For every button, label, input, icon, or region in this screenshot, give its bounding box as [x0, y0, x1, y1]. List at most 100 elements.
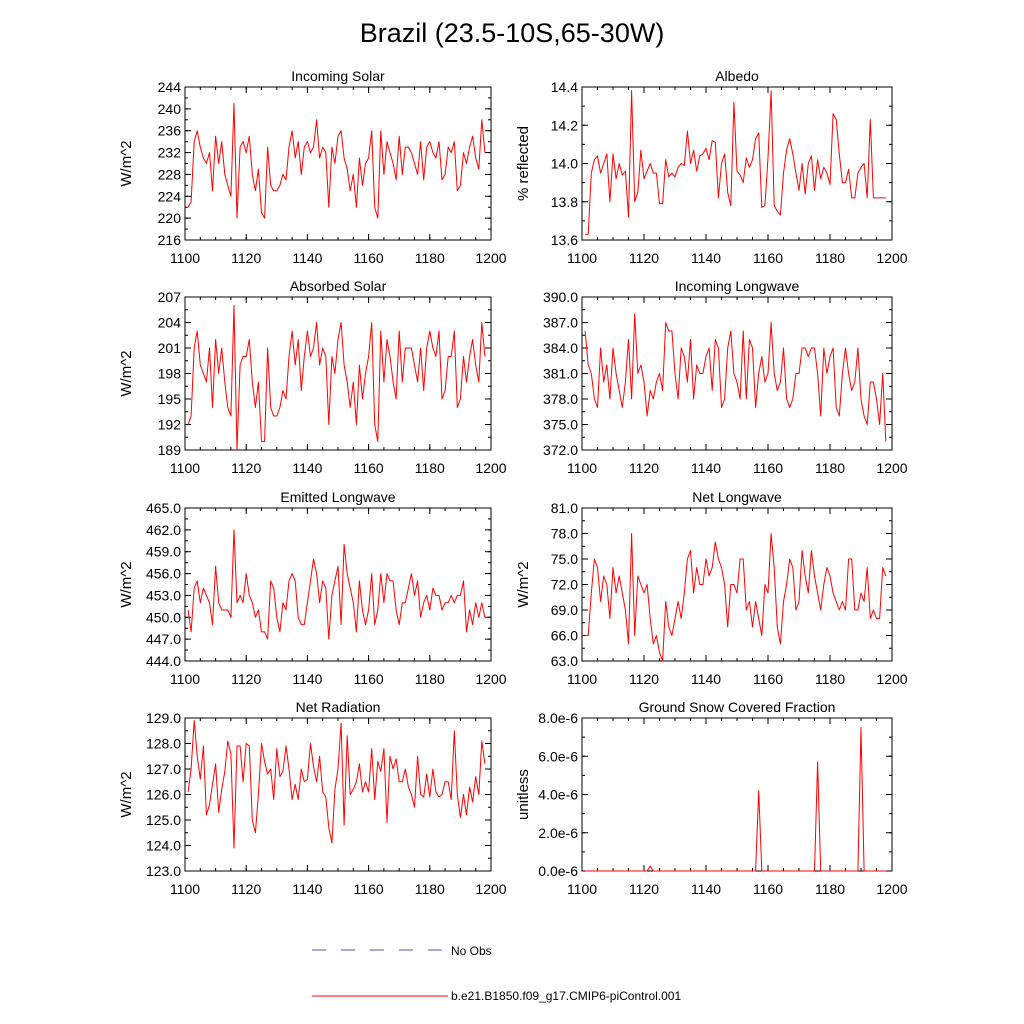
x-tick-label: 1180	[815, 250, 845, 266]
y-tick-label: 13.8	[551, 194, 578, 210]
panel-net-radiation: Net Radiation 1100 1120 1140 1160 1180 1200 123…	[118, 699, 507, 897]
panel-albedo: Albedo 1100 1120 1140 1160 1180 1200 13.6 13.8 14…	[515, 68, 908, 266]
panel-incoming-longwave: Incoming Longwave 1100 1120 1140 1160 1180 120…	[543, 278, 908, 476]
x-tick-label: 1120	[231, 460, 261, 476]
y-tick-label: 228	[158, 166, 182, 182]
y-tick-label: 456.0	[146, 566, 181, 582]
panel-emitted-longwave: Emitted Longwave 1100 1120 1140 1160 1180 1200…	[118, 489, 507, 687]
y-tick-label: 125.0	[146, 812, 181, 828]
panel-net-longwave: Net Longwave 1100 1120 1140 1160 1180 1200 63.0…	[515, 489, 908, 687]
series-line-incoming-solar	[187, 102, 486, 219]
plot-frame-net-radiation	[184, 717, 492, 872]
x-tick-label: 1120	[629, 460, 659, 476]
x-tick-label: 1180	[815, 671, 845, 687]
x-tick-label: 1180	[415, 671, 445, 687]
plot-frame-ground-snow-covered-fraction	[581, 717, 893, 872]
y-tick-label: 204	[158, 315, 182, 331]
x-tick-label: 1120	[629, 250, 659, 266]
x-tick-label: 1200	[876, 460, 907, 476]
x-tick-label: 1120	[629, 881, 659, 897]
y-tick-label: 195	[158, 391, 182, 407]
y-tick-label: 465.0	[146, 500, 181, 516]
x-tick-label: 1200	[475, 881, 506, 897]
plot-frame-incoming-longwave	[581, 296, 893, 451]
x-tick-label: 1180	[815, 881, 845, 897]
figure-title: Brazil (23.5-10S,65-30W)	[360, 18, 665, 48]
x-tick-label: 1180	[415, 881, 445, 897]
x-tick-label: 1140	[691, 671, 721, 687]
legend-label-model: b.e21.B1850.f09_g17.CMIP6-piControl.001	[451, 989, 681, 1003]
x-tick-label: 1140	[691, 250, 721, 266]
legend-label-obs: No Obs	[451, 944, 492, 958]
x-tick-label: 1100	[567, 671, 597, 687]
y-tick-label: 2.0e-6	[538, 825, 578, 841]
panel-title-absorbed-solar: Absorbed Solar	[290, 278, 387, 294]
x-tick-label: 1100	[170, 881, 200, 897]
x-tick-label: 1200	[475, 460, 506, 476]
y-tick-label: 450.0	[146, 609, 181, 625]
x-tick-label: 1100	[170, 671, 200, 687]
x-tick-label: 1160	[753, 250, 783, 266]
plot-frame-absorbed-solar	[184, 296, 492, 451]
panel-title-net-radiation: Net Radiation	[296, 699, 381, 715]
panel-title-ground-snow-covered-fraction: Ground Snow Covered Fraction	[639, 699, 836, 715]
y-tick-label: 381.0	[543, 366, 578, 382]
panel-absorbed-solar: Absorbed Solar 1100 1120 1140 1160 1180 1200 18…	[118, 278, 507, 476]
x-tick-label: 1160	[753, 881, 783, 897]
y-tick-label: 216	[158, 232, 182, 248]
x-tick-label: 1140	[292, 460, 322, 476]
x-tick-label: 1160	[354, 671, 384, 687]
x-tick-label: 1160	[753, 671, 783, 687]
y-tick-label: 384.0	[543, 340, 578, 356]
y-axis-label-incoming-solar: W/m^2	[118, 140, 135, 186]
y-tick-label: 387.0	[543, 315, 578, 331]
x-tick-label: 1160	[753, 460, 783, 476]
series-line-incoming-longwave	[584, 313, 887, 442]
y-tick-label: 123.0	[146, 863, 181, 879]
panel-incoming-solar: Incoming Solar 1100 1120 1140 1160 1180 1200 21…	[118, 68, 507, 266]
y-tick-label: 459.0	[146, 544, 181, 560]
y-tick-label: 207	[158, 289, 182, 305]
y-tick-label: 198	[158, 366, 182, 382]
x-tick-label: 1100	[170, 460, 200, 476]
x-tick-label: 1100	[170, 250, 200, 266]
y-tick-label: 220	[158, 210, 182, 226]
plot-frame-incoming-solar	[184, 86, 492, 241]
x-tick-label: 1180	[415, 460, 445, 476]
y-tick-label: 8.0e-6	[538, 710, 578, 726]
y-tick-label: 14.2	[551, 117, 578, 133]
x-tick-label: 1140	[691, 460, 721, 476]
panel-title-incoming-solar: Incoming Solar	[291, 68, 385, 84]
y-tick-label: 244	[158, 79, 182, 95]
y-tick-label: 78.0	[551, 526, 578, 542]
x-tick-label: 1120	[231, 881, 261, 897]
panel-title-incoming-longwave: Incoming Longwave	[675, 278, 800, 294]
x-tick-label: 1120	[231, 671, 261, 687]
y-tick-label: 66.0	[551, 628, 578, 644]
y-tick-label: 240	[158, 101, 182, 117]
legend: No Obs b.e21.B1850.f09_g17.CMIP6-piContr…	[312, 944, 681, 1003]
series-line-net-radiation	[187, 720, 486, 849]
x-tick-label: 1160	[354, 250, 384, 266]
x-tick-label: 1100	[567, 460, 597, 476]
panel-title-emitted-longwave: Emitted Longwave	[280, 489, 395, 505]
y-tick-label: 201	[158, 340, 182, 356]
panel-title-albedo: Albedo	[715, 68, 759, 84]
panels: Incoming Solar 1100 1120 1140 1160 1180 1200 21…	[118, 68, 908, 897]
y-tick-label: 69.0	[551, 602, 578, 618]
panel-ground-snow-covered-fraction: Ground Snow Covered Fraction 1100 1120 1140…	[515, 699, 908, 897]
y-tick-label: 63.0	[551, 653, 578, 669]
x-tick-label: 1160	[354, 881, 384, 897]
y-tick-label: 81.0	[551, 500, 578, 516]
y-tick-label: 372.0	[543, 442, 578, 458]
x-tick-label: 1100	[567, 881, 597, 897]
x-tick-label: 1140	[691, 881, 721, 897]
y-tick-label: 129.0	[146, 710, 181, 726]
y-axis-label-absorbed-solar: W/m^2	[118, 350, 135, 396]
x-tick-label: 1200	[475, 671, 506, 687]
x-tick-label: 1200	[876, 250, 907, 266]
y-tick-label: 189	[158, 442, 182, 458]
y-tick-label: 4.0e-6	[538, 787, 578, 803]
y-tick-label: 192	[158, 417, 182, 433]
